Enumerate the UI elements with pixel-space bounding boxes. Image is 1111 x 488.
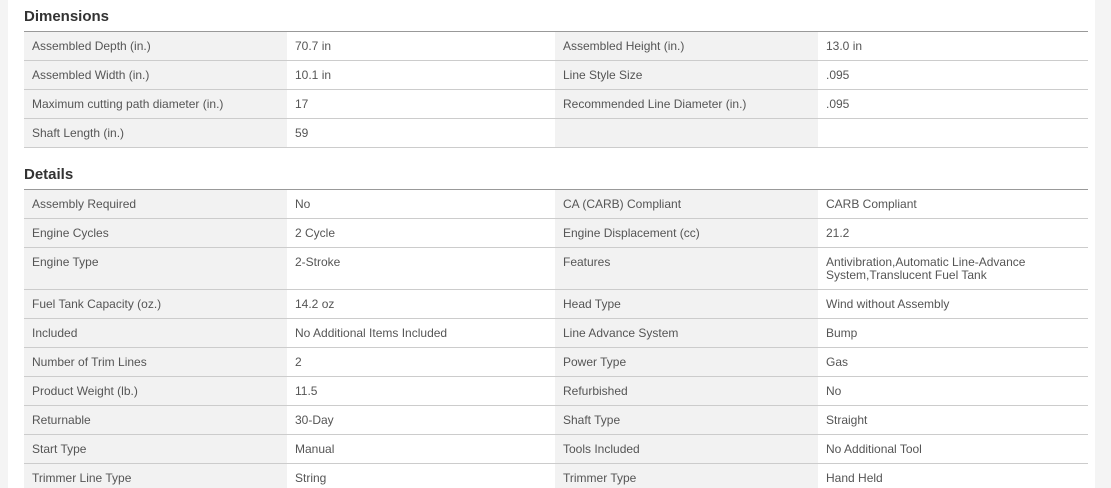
spec-label-cell: Start Type: [24, 434, 287, 464]
spec-label-cell: Shaft Type: [555, 405, 818, 435]
spec-value-cell: String: [287, 463, 555, 488]
spec-value-cell: 2 Cycle: [287, 218, 555, 248]
spec-label-cell: [555, 118, 818, 148]
spec-value-cell: Bump: [818, 318, 1088, 348]
table-row: Engine Type 2-Stroke Features Antivibration…: [24, 247, 1088, 290]
spec-label-cell: Fuel Tank Capacity (oz.): [24, 289, 287, 319]
spec-label-cell: Tools Included: [555, 434, 818, 464]
spec-section: Details Assembly Required No CA (CARB) Comp…: [24, 167, 1088, 488]
spec-table: Assembly Required No CA (CARB) Compliant CA…: [24, 189, 1088, 488]
spec-value-cell: Manual: [287, 434, 555, 464]
table-row: Returnable 30-Day Shaft Type Straight: [24, 405, 1088, 435]
spec-label-cell: Recommended Line Diameter (in.): [555, 89, 818, 119]
table-row: Trimmer Line Type String Trimmer Type Hand …: [24, 463, 1088, 488]
spec-value-cell: 2-Stroke: [287, 247, 555, 290]
spec-value-cell: 30-Day: [287, 405, 555, 435]
spec-label-cell: Number of Trim Lines: [24, 347, 287, 377]
table-row: Maximum cutting path diameter (in.) 17 Rec…: [24, 89, 1088, 119]
product-specifications-panel: Dimensions Assembled Depth (in.) 70.7 in As…: [8, 0, 1095, 488]
table-row: Start Type Manual Tools Included No Additio…: [24, 434, 1088, 464]
spec-section: Dimensions Assembled Depth (in.) 70.7 in As…: [24, 9, 1088, 148]
spec-value-cell: No: [818, 376, 1088, 406]
spec-value-cell: 21.2: [818, 218, 1088, 248]
spec-label-cell: Engine Cycles: [24, 218, 287, 248]
spec-label-cell: Assembled Width (in.): [24, 60, 287, 90]
spec-value-cell: 70.7 in: [287, 31, 555, 61]
table-row: Shaft Length (in.) 59: [24, 118, 1088, 148]
table-row: Included No Additional Items Included Line…: [24, 318, 1088, 348]
spec-value-cell: Wind without Assembly: [818, 289, 1088, 319]
spec-label-cell: Assembly Required: [24, 189, 287, 219]
spec-value-cell: .095: [818, 89, 1088, 119]
spec-value-cell: 11.5: [287, 376, 555, 406]
section-title: Dimensions: [24, 8, 110, 25]
spec-label-cell: Engine Type: [24, 247, 287, 290]
table-row: Assembled Width (in.) 10.1 in Line Style S…: [24, 60, 1088, 90]
spec-label-cell: Engine Displacement (cc): [555, 218, 818, 248]
table-row: Assembled Depth (in.) 70.7 in Assembled He…: [24, 31, 1088, 61]
spec-label-cell: Included: [24, 318, 287, 348]
table-row: Number of Trim Lines 2 Power Type Gas: [24, 347, 1088, 377]
section-title: Details: [24, 166, 74, 183]
spec-value-cell: 59: [287, 118, 555, 148]
table-row: Engine Cycles 2 Cycle Engine Displacement …: [24, 218, 1088, 248]
spec-value-cell: No Additional Tool: [818, 434, 1088, 464]
spec-value-cell: 14.2 oz: [287, 289, 555, 319]
spec-label-cell: Product Weight (lb.): [24, 376, 287, 406]
spec-value-cell: 10.1 in: [287, 60, 555, 90]
spec-label-cell: Line Advance System: [555, 318, 818, 348]
spec-label-cell: Returnable: [24, 405, 287, 435]
spec-value-cell: No Additional Items Included: [287, 318, 555, 348]
spec-label-cell: Line Style Size: [555, 60, 818, 90]
spec-label-cell: Assembled Depth (in.): [24, 31, 287, 61]
spec-value-cell: Antivibration,Automatic Line-Advance Sys…: [818, 247, 1088, 290]
spec-label-cell: Trimmer Line Type: [24, 463, 287, 488]
table-row: Product Weight (lb.) 11.5 Refurbished No: [24, 376, 1088, 406]
spec-value-cell: Gas: [818, 347, 1088, 377]
spec-value-cell: CARB Compliant: [818, 189, 1088, 219]
spec-label-cell: Refurbished: [555, 376, 818, 406]
spec-label-cell: CA (CARB) Compliant: [555, 189, 818, 219]
spec-value-cell: Hand Held: [818, 463, 1088, 488]
spec-label-cell: Head Type: [555, 289, 818, 319]
spec-label-cell: Power Type: [555, 347, 818, 377]
spec-label-cell: Shaft Length (in.): [24, 118, 287, 148]
spec-label-cell: Maximum cutting path diameter (in.): [24, 89, 287, 119]
spec-value-cell: No: [287, 189, 555, 219]
spec-label-cell: Assembled Height (in.): [555, 31, 818, 61]
spec-table: Assembled Depth (in.) 70.7 in Assembled He…: [24, 31, 1088, 148]
spec-label-cell: Features: [555, 247, 818, 290]
spec-value-cell: 17: [287, 89, 555, 119]
specifications-sections: Dimensions Assembled Depth (in.) 70.7 in As…: [24, 9, 1088, 488]
spec-value-cell: .095: [818, 60, 1088, 90]
spec-value-cell: Straight: [818, 405, 1088, 435]
table-row: Fuel Tank Capacity (oz.) 14.2 oz Head Type…: [24, 289, 1088, 319]
spec-value-cell: [818, 118, 1088, 148]
table-row: Assembly Required No CA (CARB) Compliant CA…: [24, 189, 1088, 219]
spec-value-cell: 13.0 in: [818, 31, 1088, 61]
spec-label-cell: Trimmer Type: [555, 463, 818, 488]
spec-value-cell: 2: [287, 347, 555, 377]
